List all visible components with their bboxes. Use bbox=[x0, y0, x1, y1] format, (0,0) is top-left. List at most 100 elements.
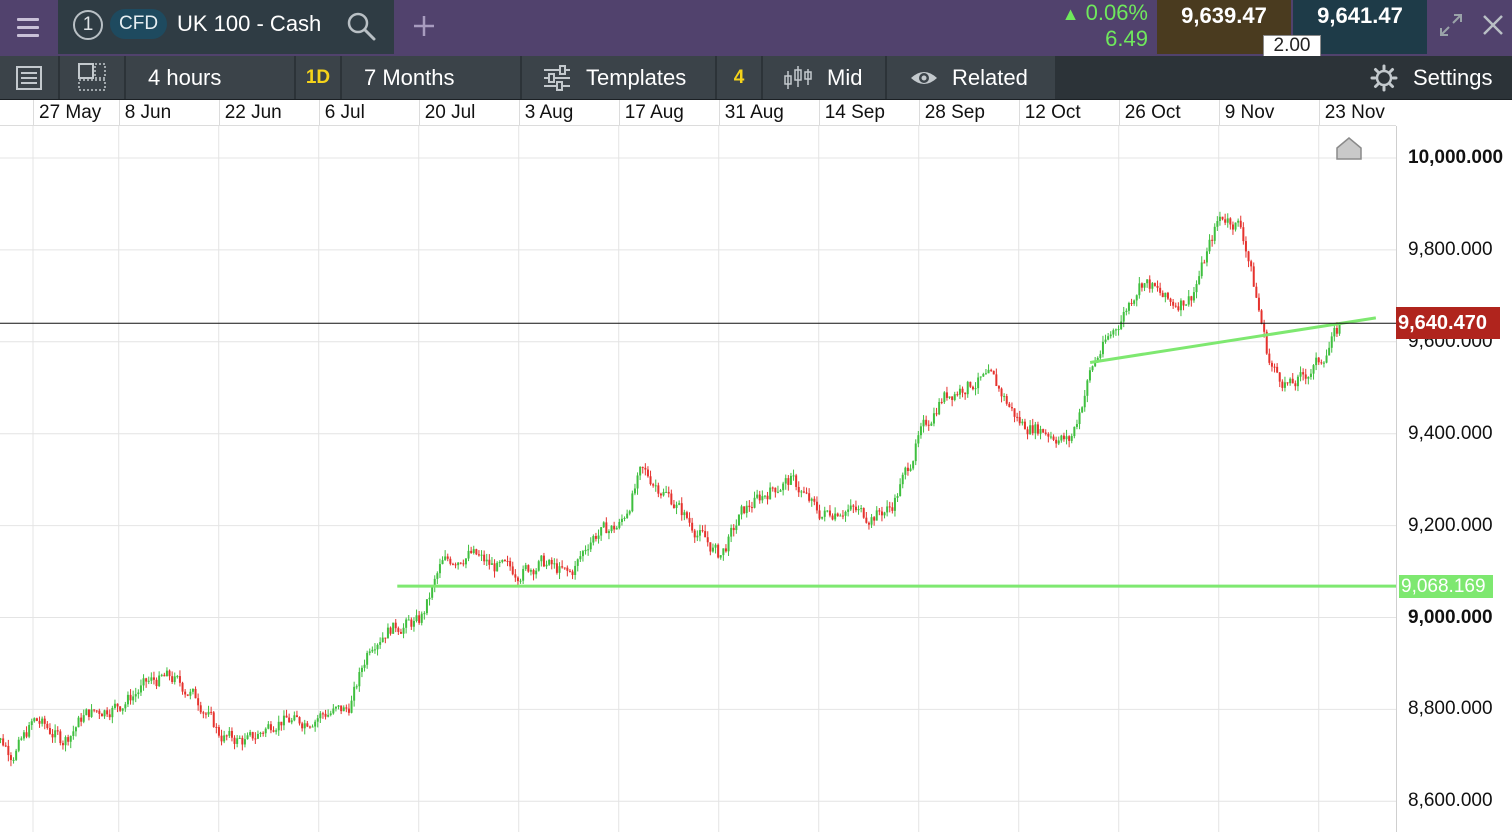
candle-up bbox=[103, 710, 106, 717]
settings-button[interactable]: Settings bbox=[1357, 56, 1512, 99]
candle-up bbox=[1135, 295, 1138, 301]
candle-up bbox=[1151, 283, 1154, 289]
candle-down bbox=[410, 619, 413, 627]
candle-down bbox=[1291, 378, 1294, 384]
candle-up bbox=[412, 621, 415, 627]
candle-down bbox=[454, 564, 457, 566]
candle-up bbox=[602, 522, 605, 528]
price-type-select[interactable]: Mid bbox=[763, 56, 885, 99]
candle-up bbox=[792, 475, 795, 477]
candle-down bbox=[748, 505, 751, 508]
candle-up bbox=[496, 562, 499, 572]
candle-down bbox=[389, 627, 392, 634]
candle-down bbox=[108, 714, 111, 718]
candle-down bbox=[171, 676, 174, 682]
candle-up bbox=[1091, 366, 1094, 371]
candle-up bbox=[579, 556, 582, 560]
axis-corner bbox=[1396, 100, 1512, 126]
candle-up bbox=[919, 426, 922, 436]
candle-up bbox=[938, 401, 941, 415]
search-icon[interactable] bbox=[346, 11, 376, 41]
price-chart[interactable] bbox=[0, 126, 1396, 832]
candle-down bbox=[1177, 306, 1180, 311]
candle-up bbox=[524, 565, 527, 570]
candle-up bbox=[350, 700, 353, 713]
candle-up bbox=[1289, 378, 1292, 384]
candle-down bbox=[1044, 432, 1047, 434]
candle-down bbox=[704, 531, 707, 538]
candle-down bbox=[61, 743, 64, 746]
candle-up bbox=[1088, 370, 1091, 381]
candle-up bbox=[28, 725, 31, 737]
watchlist-button[interactable] bbox=[0, 56, 58, 99]
expand-icon[interactable] bbox=[1438, 12, 1464, 38]
candle-up bbox=[553, 563, 556, 565]
layout-button[interactable] bbox=[60, 56, 124, 99]
candle-up bbox=[893, 497, 896, 511]
candle-up bbox=[678, 503, 681, 505]
candle-down bbox=[1268, 353, 1271, 363]
price-axis[interactable] bbox=[1396, 126, 1512, 832]
candle-up bbox=[72, 731, 75, 736]
candle-up bbox=[381, 637, 384, 643]
candle-up bbox=[1333, 327, 1336, 337]
interval-select[interactable]: 4 hours bbox=[126, 56, 294, 99]
candle-down bbox=[1047, 433, 1050, 437]
range-select[interactable]: 7 Months bbox=[342, 56, 520, 99]
candle-down bbox=[613, 525, 616, 530]
candle-up bbox=[1133, 300, 1136, 304]
candle-up bbox=[683, 512, 686, 516]
candle-down bbox=[940, 401, 943, 403]
candle-down bbox=[568, 570, 571, 572]
menu-button[interactable] bbox=[0, 0, 56, 54]
candle-down bbox=[732, 527, 735, 531]
candle-down bbox=[397, 628, 400, 632]
tab-number: 1 bbox=[73, 10, 103, 40]
candle-up bbox=[1120, 321, 1123, 330]
candle-up bbox=[490, 563, 493, 565]
candle-up bbox=[438, 564, 441, 574]
candle-down bbox=[925, 419, 928, 425]
candle-up bbox=[160, 674, 163, 676]
candle-up bbox=[886, 506, 889, 513]
candle-down bbox=[181, 682, 184, 692]
candle-down bbox=[1221, 216, 1224, 220]
candle-down bbox=[80, 717, 83, 722]
candle-up bbox=[366, 652, 369, 665]
candle-up bbox=[441, 560, 444, 565]
close-icon[interactable] bbox=[1480, 12, 1506, 38]
candle-up bbox=[932, 413, 935, 424]
plus-icon[interactable] bbox=[408, 10, 440, 42]
candle-up bbox=[176, 676, 179, 678]
instrument-name: UK 100 - Cash bbox=[177, 11, 322, 36]
candle-down bbox=[93, 709, 96, 711]
date-tick-label: 20 Jul bbox=[418, 100, 475, 125]
candle-up bbox=[425, 599, 428, 614]
candle-up bbox=[904, 467, 907, 475]
candle-down bbox=[1156, 285, 1159, 288]
candle-down bbox=[555, 563, 558, 573]
candle-up bbox=[745, 505, 748, 514]
instrument-tab[interactable]: 1 CFD UK 100 - Cash bbox=[58, 0, 394, 54]
candle-up bbox=[332, 708, 335, 714]
candle-down bbox=[990, 369, 993, 371]
candle-down bbox=[1242, 227, 1245, 242]
templates-count[interactable]: 4 bbox=[717, 56, 761, 99]
candle-down bbox=[667, 491, 670, 494]
candle-down bbox=[1130, 302, 1133, 304]
candle-down bbox=[997, 386, 1000, 389]
range-label: 7 Months bbox=[364, 65, 455, 90]
candle-down bbox=[202, 712, 205, 714]
candle-down bbox=[459, 562, 462, 564]
candle-up bbox=[917, 435, 920, 444]
candle-up bbox=[1312, 365, 1315, 374]
candle-up bbox=[1307, 376, 1310, 379]
candle-up bbox=[922, 419, 925, 427]
candle-up bbox=[1338, 324, 1341, 334]
price-tick-label: 9,400.000 bbox=[1408, 422, 1493, 444]
templates-button[interactable]: Templates bbox=[522, 56, 715, 99]
candle-down bbox=[449, 558, 452, 564]
related-button[interactable]: Related bbox=[887, 56, 1055, 99]
interval-badge[interactable]: 1D bbox=[296, 56, 340, 99]
candle-down bbox=[306, 723, 309, 727]
